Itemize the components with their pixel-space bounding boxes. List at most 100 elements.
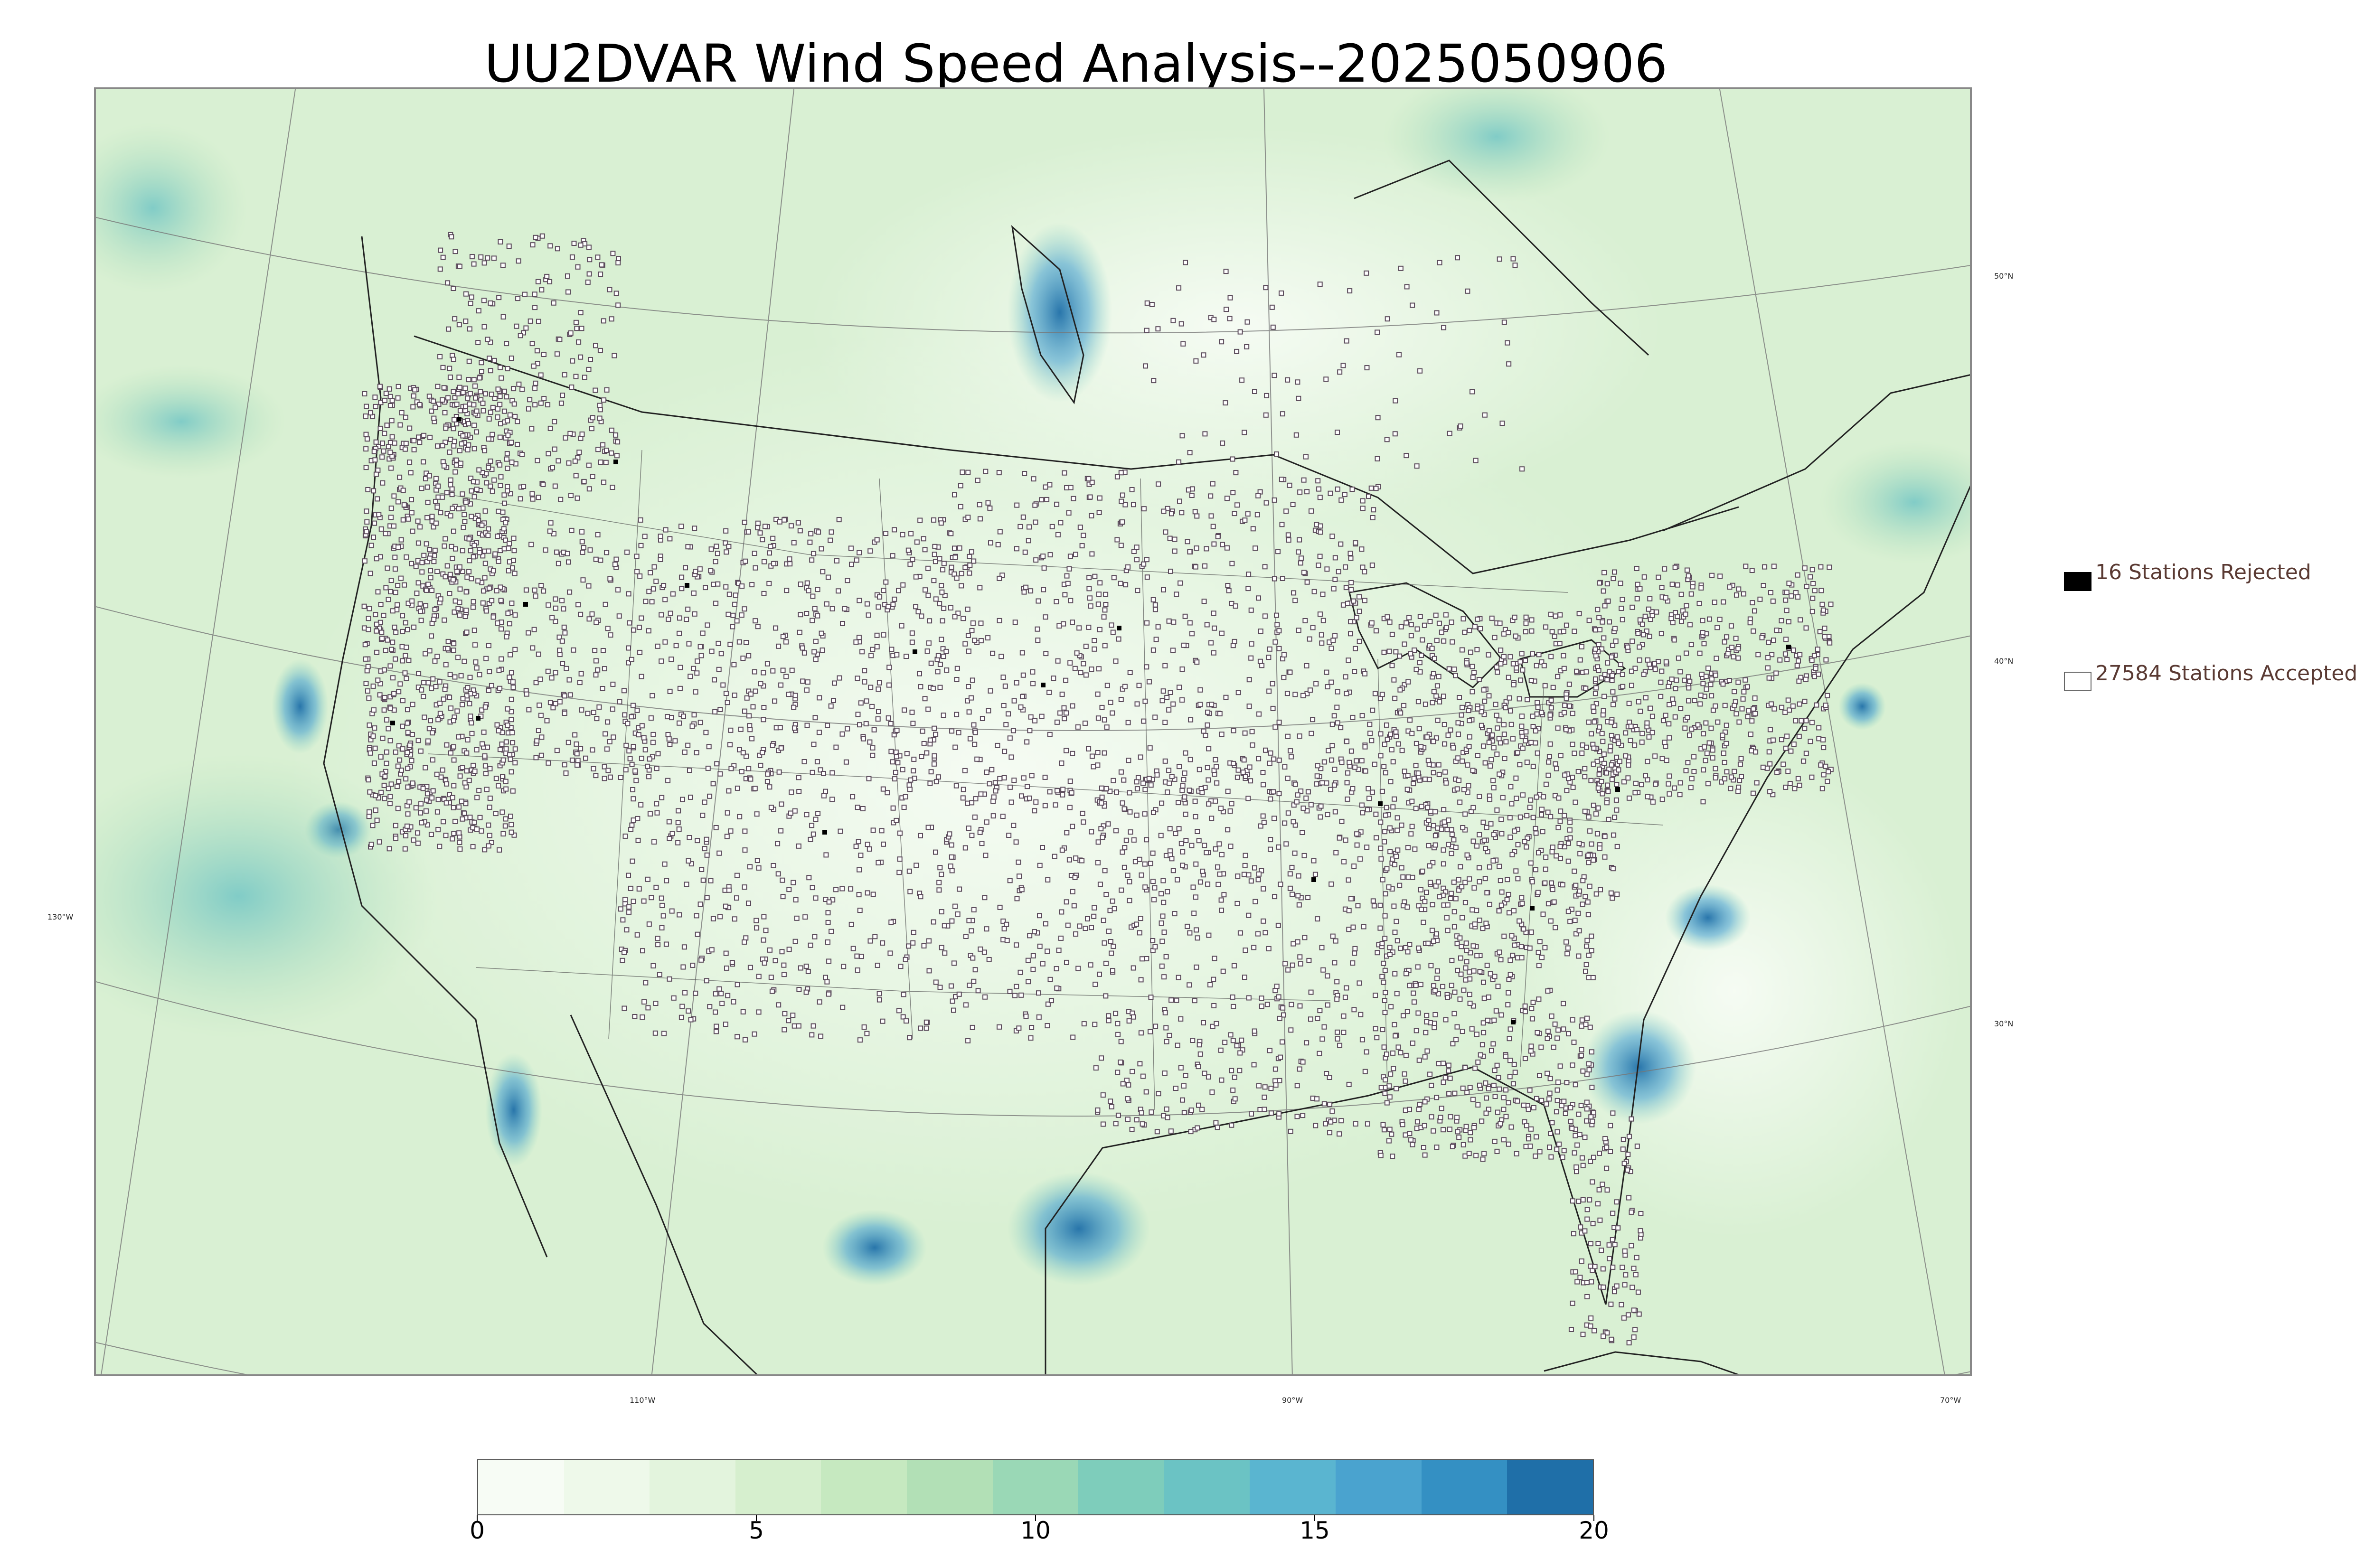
accepted-station-marker	[490, 488, 495, 494]
accepted-station-marker	[594, 620, 599, 625]
accepted-station-marker	[1560, 1155, 1565, 1160]
accepted-station-marker	[539, 233, 545, 239]
accepted-station-marker	[730, 612, 736, 618]
accepted-station-marker	[558, 400, 564, 406]
accepted-station-marker	[1036, 990, 1041, 996]
accepted-station-marker	[1600, 619, 1605, 625]
accepted-station-marker	[948, 864, 953, 869]
accepted-station-marker	[1496, 717, 1502, 723]
accepted-station-marker	[692, 526, 697, 531]
accepted-station-marker	[486, 526, 491, 532]
accepted-station-marker	[505, 610, 511, 616]
accepted-station-marker	[979, 841, 985, 846]
accepted-station-marker	[918, 684, 923, 690]
accepted-station-marker	[1411, 776, 1417, 781]
accepted-station-marker	[1510, 1081, 1516, 1087]
accepted-station-marker	[547, 243, 553, 249]
accepted-station-marker	[1507, 835, 1513, 840]
accepted-station-marker	[1215, 534, 1221, 539]
accepted-station-marker	[1228, 844, 1234, 849]
accepted-station-marker	[1353, 1121, 1358, 1127]
accepted-station-marker	[926, 968, 932, 974]
accepted-station-marker	[731, 999, 736, 1005]
accepted-station-marker	[512, 413, 518, 419]
accepted-station-marker	[1275, 922, 1281, 928]
accepted-station-marker	[1196, 1064, 1201, 1070]
accepted-station-marker	[1713, 703, 1718, 709]
accepted-station-marker	[834, 558, 839, 563]
accepted-station-marker	[1471, 670, 1477, 675]
accepted-station-marker	[1251, 945, 1257, 950]
accepted-station-marker	[1508, 722, 1514, 727]
accepted-station-marker	[1394, 815, 1400, 821]
accepted-station-marker	[481, 298, 487, 303]
accepted-station-marker	[1416, 1107, 1422, 1112]
accepted-station-marker	[913, 574, 919, 580]
accepted-station-marker	[1798, 617, 1803, 623]
accepted-station-marker	[858, 954, 864, 959]
accepted-station-marker	[497, 434, 503, 440]
accepted-station-marker	[1682, 725, 1688, 731]
accepted-station-marker	[612, 562, 618, 567]
accepted-station-marker	[1127, 898, 1132, 903]
accepted-station-marker	[978, 620, 984, 626]
accepted-station-marker	[567, 589, 573, 595]
accepted-station-marker	[1304, 663, 1309, 668]
accepted-station-marker	[1507, 815, 1513, 821]
accepted-station-marker	[1435, 717, 1441, 723]
accepted-station-marker	[486, 436, 491, 442]
accepted-station-marker	[1795, 594, 1801, 600]
accepted-station-marker	[1254, 512, 1260, 517]
accepted-station-marker	[1113, 1121, 1119, 1127]
accepted-station-marker	[466, 377, 471, 383]
accepted-station-marker	[1459, 647, 1465, 653]
accepted-station-marker	[1187, 788, 1192, 793]
accepted-station-marker	[1193, 861, 1199, 867]
accepted-station-marker	[1089, 753, 1095, 759]
accepted-station-marker	[1675, 582, 1680, 588]
accepted-station-marker	[1054, 985, 1060, 991]
accepted-station-marker	[1162, 720, 1168, 725]
accepted-station-marker	[419, 820, 424, 826]
accepted-station-marker	[622, 897, 628, 902]
accepted-station-marker	[952, 903, 958, 909]
accepted-station-marker	[1808, 739, 1813, 744]
accepted-station-marker	[1738, 756, 1744, 761]
accepted-station-marker	[638, 543, 644, 548]
accepted-station-marker	[1262, 613, 1268, 619]
accepted-station-marker	[1170, 648, 1176, 653]
accepted-station-marker	[1336, 569, 1341, 574]
accepted-station-marker	[1065, 581, 1071, 586]
accepted-station-marker	[548, 520, 554, 526]
accepted-station-marker	[449, 234, 454, 240]
accepted-station-marker	[482, 391, 488, 397]
accepted-station-marker	[634, 707, 640, 713]
accepted-station-marker	[438, 596, 443, 602]
accepted-station-marker	[723, 528, 729, 534]
accepted-station-marker	[1039, 497, 1045, 503]
accepted-station-marker	[948, 983, 954, 989]
accepted-station-marker	[629, 822, 635, 828]
accepted-station-marker	[380, 441, 385, 446]
accepted-station-marker	[1150, 938, 1156, 943]
accepted-station-marker	[1446, 1068, 1451, 1074]
accepted-station-marker	[509, 356, 514, 361]
accepted-station-marker	[720, 682, 726, 688]
accepted-station-marker	[509, 822, 514, 827]
accepted-station-marker	[676, 808, 681, 814]
accepted-station-marker	[724, 965, 729, 971]
accepted-station-marker	[1409, 824, 1415, 829]
accepted-station-marker	[921, 536, 926, 542]
accepted-station-marker	[1467, 1085, 1473, 1090]
accepted-station-marker	[597, 407, 603, 413]
accepted-station-marker	[724, 834, 730, 839]
accepted-station-marker	[1264, 1002, 1270, 1007]
accepted-station-marker	[1609, 777, 1615, 782]
accepted-station-marker	[1373, 628, 1379, 634]
accepted-station-marker	[437, 844, 443, 849]
accepted-station-marker	[495, 620, 500, 626]
accepted-station-marker	[1420, 868, 1425, 874]
accepted-station-marker	[451, 426, 456, 432]
accepted-station-marker	[1089, 479, 1095, 485]
accepted-station-marker	[1451, 1011, 1457, 1016]
